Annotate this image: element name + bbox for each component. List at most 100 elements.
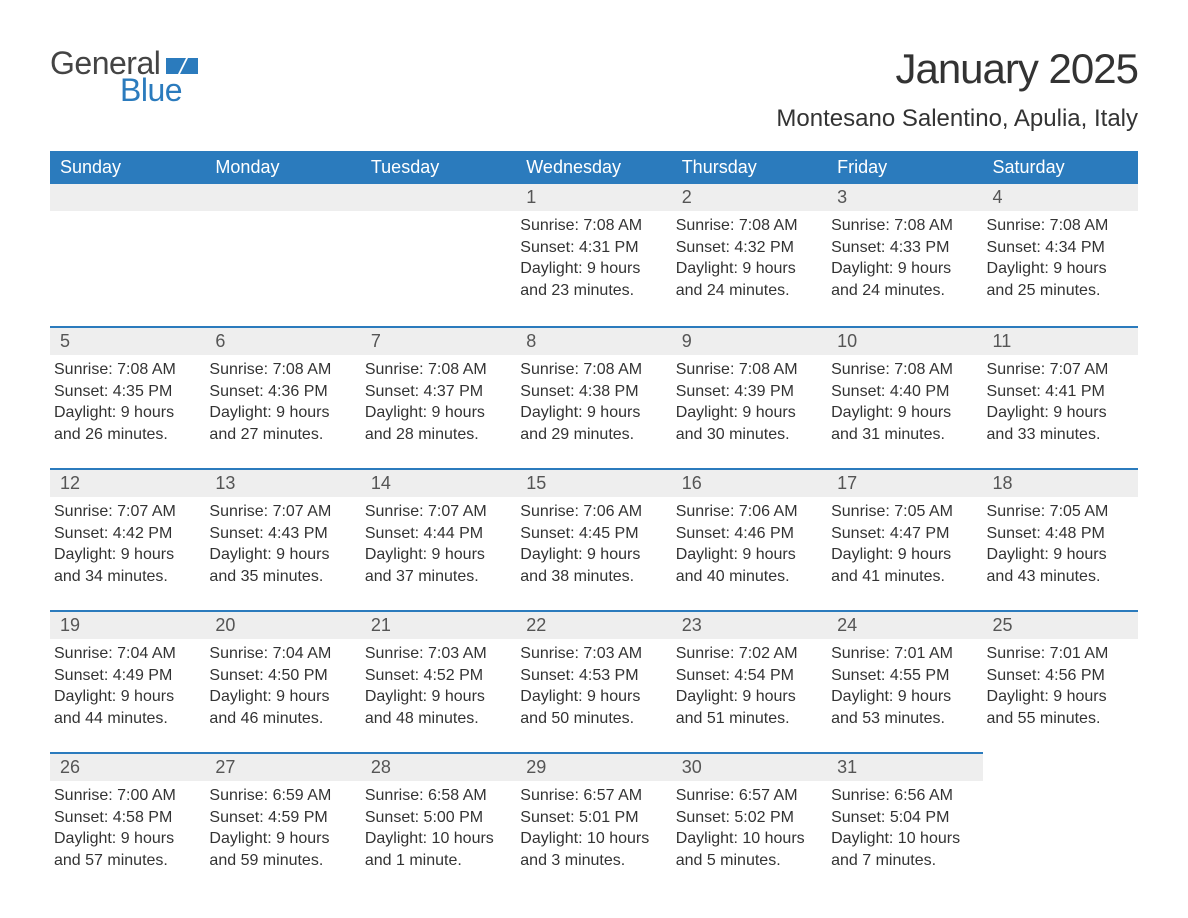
day-content: Sunrise: 7:05 AMSunset: 4:47 PMDaylight:…: [827, 497, 982, 591]
calendar-day-cell: 22Sunrise: 7:03 AMSunset: 4:53 PMDayligh…: [516, 610, 671, 752]
day-daylight2: and 3 minutes.: [520, 850, 661, 872]
day-sunset: Sunset: 4:56 PM: [987, 665, 1128, 687]
day-daylight2: and 35 minutes.: [209, 566, 350, 588]
calendar-table: Sunday Monday Tuesday Wednesday Thursday…: [50, 151, 1138, 894]
day-content: Sunrise: 7:08 AMSunset: 4:38 PMDaylight:…: [516, 355, 671, 449]
day-daylight1: Daylight: 9 hours: [987, 686, 1128, 708]
day-sunrise: Sunrise: 7:02 AM: [676, 643, 817, 665]
day-number: 28: [361, 752, 516, 781]
day-daylight2: and 34 minutes.: [54, 566, 195, 588]
day-sunrise: Sunrise: 7:08 AM: [54, 359, 195, 381]
day-sunrise: Sunrise: 7:01 AM: [831, 643, 972, 665]
day-sunset: Sunset: 4:52 PM: [365, 665, 506, 687]
day-sunset: Sunset: 4:45 PM: [520, 523, 661, 545]
day-content: Sunrise: 7:01 AMSunset: 4:55 PMDaylight:…: [827, 639, 982, 733]
calendar-day-cell: [50, 184, 205, 326]
day-daylight2: and 41 minutes.: [831, 566, 972, 588]
day-sunset: Sunset: 4:32 PM: [676, 237, 817, 259]
calendar-day-cell: 7Sunrise: 7:08 AMSunset: 4:37 PMDaylight…: [361, 326, 516, 468]
calendar-day-cell: 26Sunrise: 7:00 AMSunset: 4:58 PMDayligh…: [50, 752, 205, 894]
day-daylight1: Daylight: 9 hours: [676, 686, 817, 708]
day-number: 26: [50, 752, 205, 781]
day-sunrise: Sunrise: 7:01 AM: [987, 643, 1128, 665]
calendar-body: 1Sunrise: 7:08 AMSunset: 4:31 PMDaylight…: [50, 184, 1138, 894]
calendar-day-cell: 12Sunrise: 7:07 AMSunset: 4:42 PMDayligh…: [50, 468, 205, 610]
day-sunset: Sunset: 5:01 PM: [520, 807, 661, 829]
weekday-header: Sunday: [50, 151, 205, 184]
day-content: Sunrise: 6:57 AMSunset: 5:02 PMDaylight:…: [672, 781, 827, 875]
day-daylight2: and 27 minutes.: [209, 424, 350, 446]
day-number: 13: [205, 468, 360, 497]
weekday-header: Tuesday: [361, 151, 516, 184]
day-content: Sunrise: 7:03 AMSunset: 4:52 PMDaylight:…: [361, 639, 516, 733]
day-daylight1: Daylight: 9 hours: [831, 258, 972, 280]
day-content: Sunrise: 6:59 AMSunset: 4:59 PMDaylight:…: [205, 781, 360, 875]
day-number: 5: [50, 326, 205, 355]
day-sunset: Sunset: 4:42 PM: [54, 523, 195, 545]
day-number: 16: [672, 468, 827, 497]
day-daylight2: and 1 minute.: [365, 850, 506, 872]
day-sunrise: Sunrise: 7:00 AM: [54, 785, 195, 807]
day-number: 24: [827, 610, 982, 639]
day-number: 1: [516, 184, 671, 211]
day-sunrise: Sunrise: 7:04 AM: [209, 643, 350, 665]
day-sunset: Sunset: 4:49 PM: [54, 665, 195, 687]
day-sunrise: Sunrise: 7:08 AM: [520, 215, 661, 237]
day-sunrise: Sunrise: 7:08 AM: [365, 359, 506, 381]
calendar-day-cell: 10Sunrise: 7:08 AMSunset: 4:40 PMDayligh…: [827, 326, 982, 468]
calendar-day-cell: [361, 184, 516, 326]
day-content: Sunrise: 7:02 AMSunset: 4:54 PMDaylight:…: [672, 639, 827, 733]
day-daylight1: Daylight: 9 hours: [831, 544, 972, 566]
day-number: 20: [205, 610, 360, 639]
day-daylight2: and 48 minutes.: [365, 708, 506, 730]
day-sunset: Sunset: 4:46 PM: [676, 523, 817, 545]
calendar-day-cell: 11Sunrise: 7:07 AMSunset: 4:41 PMDayligh…: [983, 326, 1138, 468]
day-number: 9: [672, 326, 827, 355]
calendar-day-cell: 6Sunrise: 7:08 AMSunset: 4:36 PMDaylight…: [205, 326, 360, 468]
weekday-header: Wednesday: [516, 151, 671, 184]
calendar-day-cell: 14Sunrise: 7:07 AMSunset: 4:44 PMDayligh…: [361, 468, 516, 610]
calendar-day-cell: 25Sunrise: 7:01 AMSunset: 4:56 PMDayligh…: [983, 610, 1138, 752]
day-sunrise: Sunrise: 6:56 AM: [831, 785, 972, 807]
day-sunset: Sunset: 4:40 PM: [831, 381, 972, 403]
day-content: Sunrise: 7:00 AMSunset: 4:58 PMDaylight:…: [50, 781, 205, 875]
day-daylight1: Daylight: 9 hours: [831, 686, 972, 708]
day-daylight2: and 38 minutes.: [520, 566, 661, 588]
day-sunset: Sunset: 4:50 PM: [209, 665, 350, 687]
day-number: 3: [827, 184, 982, 211]
day-number: 14: [361, 468, 516, 497]
day-daylight2: and 23 minutes.: [520, 280, 661, 302]
day-daylight2: and 57 minutes.: [54, 850, 195, 872]
day-number: 21: [361, 610, 516, 639]
calendar-week-row: 5Sunrise: 7:08 AMSunset: 4:35 PMDaylight…: [50, 326, 1138, 468]
day-daylight1: Daylight: 9 hours: [987, 258, 1128, 280]
day-sunset: Sunset: 4:59 PM: [209, 807, 350, 829]
day-daylight2: and 37 minutes.: [365, 566, 506, 588]
day-number: 8: [516, 326, 671, 355]
day-number: 12: [50, 468, 205, 497]
day-content: Sunrise: 7:08 AMSunset: 4:36 PMDaylight:…: [205, 355, 360, 449]
day-sunrise: Sunrise: 7:04 AM: [54, 643, 195, 665]
day-daylight2: and 43 minutes.: [987, 566, 1128, 588]
day-sunrise: Sunrise: 7:07 AM: [54, 501, 195, 523]
day-content: Sunrise: 7:01 AMSunset: 4:56 PMDaylight:…: [983, 639, 1138, 733]
day-number: 7: [361, 326, 516, 355]
day-sunrise: Sunrise: 7:07 AM: [209, 501, 350, 523]
day-daylight1: Daylight: 9 hours: [987, 544, 1128, 566]
calendar-day-cell: 20Sunrise: 7:04 AMSunset: 4:50 PMDayligh…: [205, 610, 360, 752]
day-daylight1: Daylight: 9 hours: [365, 686, 506, 708]
day-sunrise: Sunrise: 7:05 AM: [987, 501, 1128, 523]
day-content: Sunrise: 7:07 AMSunset: 4:42 PMDaylight:…: [50, 497, 205, 591]
day-number: 29: [516, 752, 671, 781]
calendar-day-cell: 1Sunrise: 7:08 AMSunset: 4:31 PMDaylight…: [516, 184, 671, 326]
day-sunrise: Sunrise: 7:05 AM: [831, 501, 972, 523]
weekday-header: Monday: [205, 151, 360, 184]
day-daylight1: Daylight: 10 hours: [365, 828, 506, 850]
calendar-day-cell: 17Sunrise: 7:05 AMSunset: 4:47 PMDayligh…: [827, 468, 982, 610]
day-number: 6: [205, 326, 360, 355]
day-sunset: Sunset: 4:48 PM: [987, 523, 1128, 545]
day-number: 10: [827, 326, 982, 355]
day-sunrise: Sunrise: 6:57 AM: [520, 785, 661, 807]
day-daylight2: and 46 minutes.: [209, 708, 350, 730]
day-daylight2: and 59 minutes.: [209, 850, 350, 872]
